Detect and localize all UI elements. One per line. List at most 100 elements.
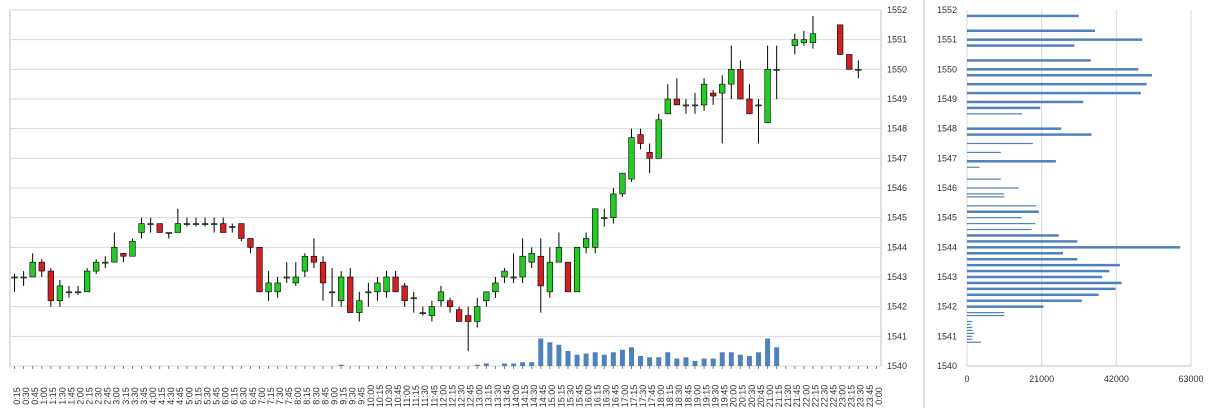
candle — [74, 285, 82, 295]
volume-bar — [547, 342, 553, 366]
candle-body — [691, 104, 699, 107]
candle — [56, 279, 64, 307]
candle — [455, 306, 463, 322]
candle — [11, 274, 18, 292]
candle — [256, 247, 263, 293]
candle-body — [492, 282, 499, 293]
profile-bar — [967, 223, 1036, 225]
candle-body — [719, 83, 726, 94]
candle-body — [455, 309, 463, 322]
candle-body — [465, 315, 472, 322]
x-tick-label: 17:45 — [647, 385, 657, 408]
candle — [174, 208, 181, 233]
candle — [201, 217, 209, 227]
candle — [446, 297, 454, 313]
candle-body — [791, 39, 798, 46]
volume-bar — [574, 354, 580, 366]
y-tick-label: 1552 — [887, 5, 907, 15]
y-tick-label: 1552 — [937, 5, 957, 15]
candle-body — [846, 54, 853, 70]
y-tick-label: 1540 — [887, 361, 907, 371]
x-tick-label: 2:15 — [84, 387, 94, 405]
x-tick-label: 22:30 — [819, 385, 829, 408]
candle — [147, 217, 154, 233]
y-tick-label: 1549 — [937, 94, 957, 104]
profile-bar — [967, 246, 1181, 249]
y-tick-label: 1541 — [887, 331, 907, 341]
candle — [211, 217, 218, 233]
x-tick-label: 5:15 — [193, 387, 203, 405]
candle-body — [319, 261, 327, 284]
profile-bar — [967, 240, 1078, 243]
x-tick-label: 19:30 — [711, 385, 721, 408]
y-tick-label: 1543 — [937, 272, 957, 282]
candle — [183, 217, 191, 227]
x-tick-label: 1:30 — [57, 387, 67, 405]
candle-body — [174, 223, 181, 233]
candle — [764, 45, 771, 124]
x-tick-label: 4:15 — [157, 387, 167, 405]
x-tick-label: 16:15 — [593, 385, 603, 408]
volume-bar — [538, 338, 544, 366]
volume-bar — [774, 347, 780, 366]
volume-bar — [647, 357, 653, 366]
candle-body — [65, 291, 73, 294]
profile-bar — [967, 178, 1001, 180]
candle — [501, 268, 508, 283]
volume-bar — [674, 358, 680, 366]
candle-body — [592, 208, 599, 248]
volume-bar — [583, 353, 589, 366]
candle — [428, 300, 436, 322]
candle — [601, 208, 608, 227]
profile-bar — [967, 59, 1091, 62]
candle-body — [483, 291, 490, 302]
x-tick-label: 18:45 — [683, 385, 693, 408]
x-tick-label: 23:00 — [838, 385, 848, 408]
candle — [238, 223, 245, 242]
x-tick-label: 0:45 — [30, 387, 40, 405]
volume-bar — [683, 357, 689, 366]
x-tick-label: 9:30 — [348, 387, 358, 405]
x-tick-label: 13:45 — [502, 385, 512, 408]
candle — [573, 247, 581, 293]
x-tick-label: 14:15 — [520, 385, 530, 408]
profile-bar — [967, 74, 1152, 77]
x-tick-label: 23:30 — [856, 385, 866, 408]
candle — [492, 277, 499, 298]
candle — [383, 271, 390, 298]
candle — [247, 238, 254, 254]
x-tick-label: 22:15 — [810, 385, 820, 408]
candle-body — [283, 276, 290, 279]
candle-body — [601, 217, 608, 219]
x-tick-label: 7:00 — [257, 387, 267, 405]
candle-body — [383, 276, 390, 293]
x-tick-label: 20:15 — [738, 385, 748, 408]
profile-bar — [967, 234, 1059, 237]
y-tick-label: 1544 — [887, 242, 907, 252]
candle — [419, 306, 426, 316]
candle — [310, 238, 318, 269]
profile-bar — [967, 326, 973, 329]
volume-bar — [719, 352, 725, 366]
candle — [746, 84, 753, 115]
candle-body — [47, 270, 54, 302]
candle — [546, 247, 553, 298]
profile-bar — [967, 312, 1005, 314]
profile-bar — [967, 263, 1120, 267]
candle-body — [238, 223, 245, 239]
candle-body — [56, 285, 64, 302]
candle — [673, 78, 680, 106]
x-tick-label: 11:30 — [420, 385, 430, 407]
x-tick-label: 19:45 — [720, 385, 730, 408]
candle-body — [809, 33, 817, 43]
profile-bar — [967, 142, 1033, 145]
x-tick-label: 18:00 — [656, 385, 666, 408]
profile-bar — [967, 335, 973, 337]
x-tick-label: 6:00 — [221, 387, 231, 405]
candle-body — [682, 104, 690, 107]
x-tick-label: 5:45 — [212, 387, 222, 405]
x-tick-label: 22:45 — [828, 385, 838, 408]
candle-body — [546, 261, 553, 293]
volume-bar — [665, 352, 671, 366]
